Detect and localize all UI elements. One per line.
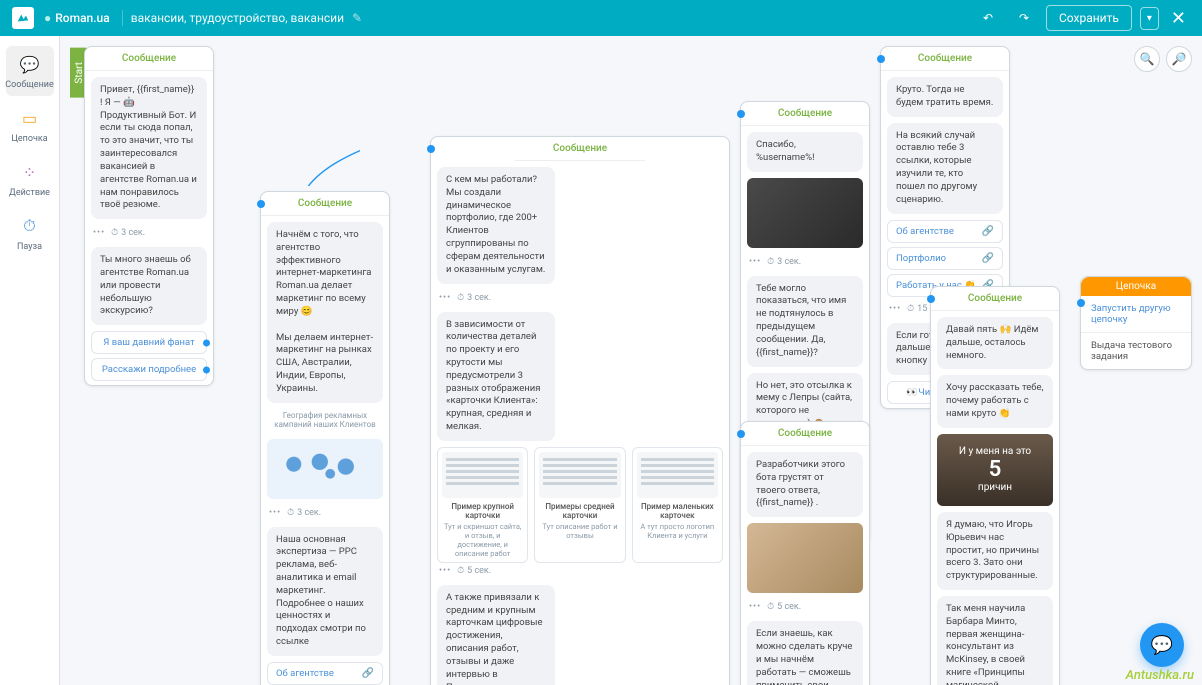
watermark: Antushka.ru (1126, 668, 1194, 683)
cards-row: Пример крупной карточкиТут и скриншот са… (431, 447, 729, 563)
bubble: С кем мы работали? Мы создали динамическ… (437, 167, 555, 284)
chain-option[interactable]: Выдача тестового задания (1081, 333, 1191, 369)
video-image: И у меня на это5причин (937, 434, 1053, 506)
bubble: Я думаю, что Игорь Юрьевич нас простит, … (937, 512, 1053, 590)
bubble: А также привязали к средним и крупным ка… (437, 585, 555, 685)
more-icon[interactable]: ••• (439, 566, 451, 576)
bubble: Давай пять 🙌 Идём дальше, осталось немно… (937, 317, 1053, 369)
bubble: Разработчики этого бота грустят от твоег… (747, 452, 863, 517)
bubble: На всякий случай оставлю тебе 3 ссылки, … (887, 123, 1003, 214)
link-button[interactable]: Об агентстве🔗 (887, 220, 1003, 243)
presentation-icon: ▭ (18, 106, 42, 130)
canvas[interactable]: Start Сообщение Привет, {{first_name}} !… (60, 36, 1202, 685)
bubble: Так меня научила Барбара Минто, первая ж… (937, 596, 1053, 685)
card[interactable]: Пример маленьких карточекА тут просто ло… (632, 447, 723, 563)
logo-icon[interactable] (12, 7, 34, 29)
map-image (267, 439, 383, 499)
message-icon: 💬 (18, 52, 42, 76)
caption: География рекламных кампаний наших Клиен… (261, 409, 389, 433)
pause-icon: ⏱ (18, 214, 42, 238)
node-title: Цепочка (1081, 277, 1191, 296)
more-icon[interactable]: ••• (439, 293, 451, 303)
close-icon[interactable]: ✕ (1167, 8, 1190, 29)
bubble: Тебе могло показаться, что имя не подтян… (747, 276, 863, 367)
anchor-in (927, 295, 935, 303)
reply-button[interactable]: Расскажи подробнее (91, 358, 207, 381)
sidebar-item-pause[interactable]: ⏱Пауза (6, 208, 54, 258)
more-icon[interactable]: ••• (269, 508, 281, 518)
bubble: Ты много знаешь об агентстве Roman.ua ил… (91, 247, 207, 325)
anchor-in (877, 55, 885, 63)
card[interactable]: Примеры средней карточкиТут описание раб… (534, 447, 625, 563)
anchor-in (257, 200, 265, 208)
bubble: Привет, {{first_name}} ! Я — 🤖Продуктивн… (91, 77, 207, 219)
help-fab[interactable]: 💬 (1140, 623, 1184, 667)
bubble: Наша основная экспертиза — PPC реклама, … (267, 527, 383, 656)
node-title: Сообщение (85, 47, 213, 71)
bubble: В зависимости от количества деталей по п… (437, 312, 555, 441)
node-title: Сообщение (881, 47, 1009, 71)
node-title: Сообщение (741, 422, 869, 446)
anchor-in (737, 110, 745, 118)
sidebar: 💬Сообщение ▭Цепочка ⁘Действие ⏱Пауза (0, 36, 60, 685)
anchor-in (1077, 299, 1085, 307)
node-message-3[interactable]: Сообщение С кем мы работали? Мы создали … (430, 136, 730, 685)
zoom-in-icon[interactable]: 🔍 (1134, 46, 1160, 72)
breadcrumb-text[interactable]: вакансии, трудоустройство, вакансии (131, 11, 344, 25)
meme-image (747, 523, 863, 593)
node-chain[interactable]: Цепочка Запустить другую цепочку Выдача … (1080, 276, 1192, 370)
node-title: Сообщение (741, 102, 869, 126)
brand-name[interactable]: Roman.ua (55, 11, 109, 25)
breadcrumb: вакансии, трудоустройство, вакансии ✎ (122, 10, 362, 26)
more-icon[interactable]: ••• (889, 304, 901, 314)
sidebar-item-action[interactable]: ⁘Действие (6, 154, 54, 204)
node-title: Сообщение (515, 137, 645, 161)
node-message-6[interactable]: Сообщение Разработчики этого бота грустя… (740, 421, 870, 685)
node-message-7[interactable]: Сообщение Давай пять 🙌 Идём дальше, оста… (930, 286, 1060, 685)
redo-icon[interactable]: ↷ (1010, 4, 1038, 32)
node-message-2[interactable]: Сообщение Начнём с того, что агентство э… (260, 191, 390, 685)
reply-button[interactable]: Я ваш давний фанат (91, 331, 207, 354)
bubble: Если знаешь, как можно сделать круче и м… (747, 621, 863, 685)
card[interactable]: Пример крупной карточкиТут и скриншот са… (437, 447, 528, 563)
node-message-1[interactable]: Сообщение Привет, {{first_name}} ! Я — 🤖… (84, 46, 214, 386)
bubble: Хочу рассказать тебе, почему работать с … (937, 375, 1053, 427)
edit-icon[interactable]: ✎ (352, 11, 362, 25)
save-button[interactable]: Сохранить (1046, 5, 1132, 31)
node-title: Сообщение (931, 287, 1059, 311)
delay-icon: ⏱ 3 сек. (111, 228, 145, 238)
bubble: Начнём с того, что агентство эффективног… (267, 222, 383, 403)
more-icon[interactable]: ••• (93, 228, 105, 238)
node-title: Сообщение (261, 192, 389, 216)
action-icon: ⁘ (18, 160, 42, 184)
zoom-controls: 🔍 🔎 (1134, 46, 1192, 72)
anchor-in (427, 145, 435, 153)
bubble: Спасибо, %username%! (747, 132, 863, 172)
meme-image (747, 178, 863, 248)
link-button[interactable]: Об агентстве🔗 (267, 662, 383, 685)
save-dropdown-icon[interactable]: ▾ (1140, 7, 1159, 30)
anchor-in (737, 430, 745, 438)
more-icon[interactable]: ••• (749, 602, 761, 612)
bubble: Круто. Тогда не будем тратить время. (887, 77, 1003, 117)
undo-icon[interactable]: ↶ (974, 4, 1002, 32)
chain-option[interactable]: Запустить другую цепочку (1081, 296, 1191, 333)
link-button[interactable]: Портфолио🔗 (887, 247, 1003, 270)
more-icon[interactable]: ••• (749, 257, 761, 267)
sidebar-item-chain[interactable]: ▭Цепочка (6, 100, 54, 150)
zoom-out-icon[interactable]: 🔎 (1166, 46, 1192, 72)
topbar: ● Roman.ua вакансии, трудоустройство, ва… (0, 0, 1202, 36)
clip-icon: 🔗 (362, 668, 374, 679)
sidebar-item-message[interactable]: 💬Сообщение (6, 46, 54, 96)
